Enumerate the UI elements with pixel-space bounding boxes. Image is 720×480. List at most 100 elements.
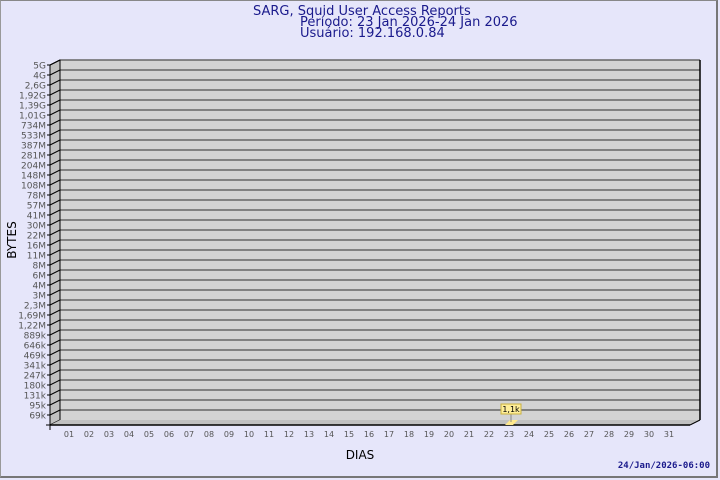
- y-tick-label: 1,01G: [19, 112, 46, 122]
- y-tick-label: 247k: [24, 372, 47, 382]
- y-tick-diag: [49, 149, 61, 156]
- x-tick-label: 23: [504, 430, 514, 439]
- y-tick-diag: [49, 399, 61, 406]
- y-tick-diag: [49, 319, 61, 326]
- y-tick-label: 69k: [29, 412, 46, 422]
- y-tick-diag: [49, 409, 61, 416]
- y-tick-label: 6M: [33, 272, 47, 282]
- x-tick-label: 25: [544, 430, 554, 439]
- x-tick-label: 13: [304, 430, 314, 439]
- x-tick-label: 16: [364, 430, 374, 439]
- y-tick-label: 148M: [21, 172, 46, 182]
- y-tick-diag: [49, 139, 61, 146]
- y-tick-label: 341k: [24, 362, 47, 372]
- y-tick-label: 4G: [33, 72, 46, 82]
- y-tick-label: 1,39G: [19, 102, 46, 112]
- y-tick-label: 734M: [21, 122, 46, 132]
- y-tick-diag: [49, 179, 61, 186]
- y-tick-diag: [49, 69, 61, 76]
- footer-timestamp: 24/Jan/2026-06:00: [617, 461, 710, 471]
- x-tick-label: 24: [524, 430, 534, 439]
- x-tick-label: 21: [464, 430, 474, 439]
- x-tick-label: 14: [324, 430, 334, 439]
- x-tick-label: 12: [284, 430, 294, 439]
- y-tick-label: 1,22M: [18, 322, 46, 332]
- y-tick-diag: [49, 199, 61, 206]
- y-tick-label: 646k: [24, 342, 47, 352]
- chart-title: SARG, Squid User Access Reports: [253, 4, 471, 19]
- y-tick-diag: [49, 129, 61, 136]
- y-tick-diag: [49, 299, 61, 306]
- x-tick-label: 03: [104, 430, 114, 439]
- x-tick-label: 28: [604, 430, 614, 439]
- x-tick-label: 07: [184, 430, 194, 439]
- y-tick-diag: [49, 239, 61, 246]
- y-tick-diag: [49, 279, 61, 286]
- y-tick-diag: [49, 329, 61, 336]
- y-tick-diag: [49, 369, 61, 376]
- y-tick-label: 78M: [27, 192, 46, 202]
- y-tick-diag: [49, 89, 61, 96]
- y-tick-label: 2,6G: [25, 82, 46, 92]
- y-tick-label: 387M: [21, 142, 46, 152]
- x-tick-label: 22: [484, 430, 494, 439]
- y-axis-label: BYTES: [5, 221, 19, 258]
- y-tick-diag: [49, 359, 61, 366]
- y-tick-diag: [49, 169, 61, 176]
- data-label: 1,1k: [502, 405, 520, 414]
- x-tick-label: 06: [164, 430, 174, 439]
- chart-user: Usuário: 192.168.0.84: [300, 26, 445, 41]
- y-tick-label: 108M: [21, 182, 46, 192]
- x-tick-label: 01: [64, 430, 74, 439]
- x-tick-label: 04: [124, 430, 134, 439]
- y-tick-label: 57M: [27, 202, 46, 212]
- y-tick-label: 5G: [33, 62, 46, 72]
- y-tick-label: 180k: [24, 382, 47, 392]
- x-tick-label: 27: [584, 430, 594, 439]
- y-tick-diag: [49, 379, 61, 386]
- x-tick-label: 20: [444, 430, 454, 439]
- y-tick-diag: [49, 349, 61, 356]
- y-tick-diag: [49, 309, 61, 316]
- y-tick-label: 1,92G: [19, 92, 46, 102]
- y-tick-label: 22M: [27, 232, 46, 242]
- y-tick-diag: [49, 219, 61, 226]
- y-tick-label: 2,3M: [24, 302, 46, 312]
- y-tick-label: 30M: [27, 222, 46, 232]
- chart-period: Período: 23 Jan 2026-24 Jan 2026: [300, 15, 518, 30]
- y-tick-label: 11M: [27, 252, 46, 262]
- floor-edge: [689, 419, 701, 426]
- x-tick-label: 18: [404, 430, 414, 439]
- y-tick-label: 41M: [27, 212, 46, 222]
- x-tick-label: 26: [564, 430, 574, 439]
- x-tick-label: 11: [264, 430, 274, 439]
- x-tick-label: 17: [384, 430, 394, 439]
- x-tick-label: 05: [144, 430, 154, 439]
- x-tick-label: 08: [204, 430, 214, 439]
- y-tick-label: 8M: [33, 262, 47, 272]
- y-tick-label: 281M: [21, 152, 46, 162]
- y-tick-diag: [49, 109, 61, 116]
- x-tick-label: 31: [664, 430, 674, 439]
- x-tick-label: 10: [244, 430, 254, 439]
- y-tick-diag: [49, 209, 61, 216]
- x-tick-label: 19: [424, 430, 434, 439]
- y-tick-diag: [49, 59, 61, 66]
- y-tick-diag: [49, 259, 61, 266]
- x-tick-label: 09: [224, 430, 234, 439]
- y-tick-label: 131k: [24, 392, 47, 402]
- x-tick-label: 02: [84, 430, 94, 439]
- x-axis-label: DIAS: [346, 448, 375, 462]
- y-tick-label: 95k: [29, 402, 46, 412]
- y-tick-label: 204M: [21, 162, 46, 172]
- y-tick-diag: [49, 79, 61, 86]
- y-tick-diag: [49, 249, 61, 256]
- y-tick-diag: [49, 159, 61, 166]
- y-tick-label: 3M: [33, 292, 47, 302]
- x-tick-label: 29: [624, 430, 634, 439]
- y-tick-diag: [49, 289, 61, 296]
- x-tick-label: 15: [344, 430, 354, 439]
- y-tick-label: 889k: [24, 332, 47, 342]
- y-tick-label: 469k: [24, 352, 47, 362]
